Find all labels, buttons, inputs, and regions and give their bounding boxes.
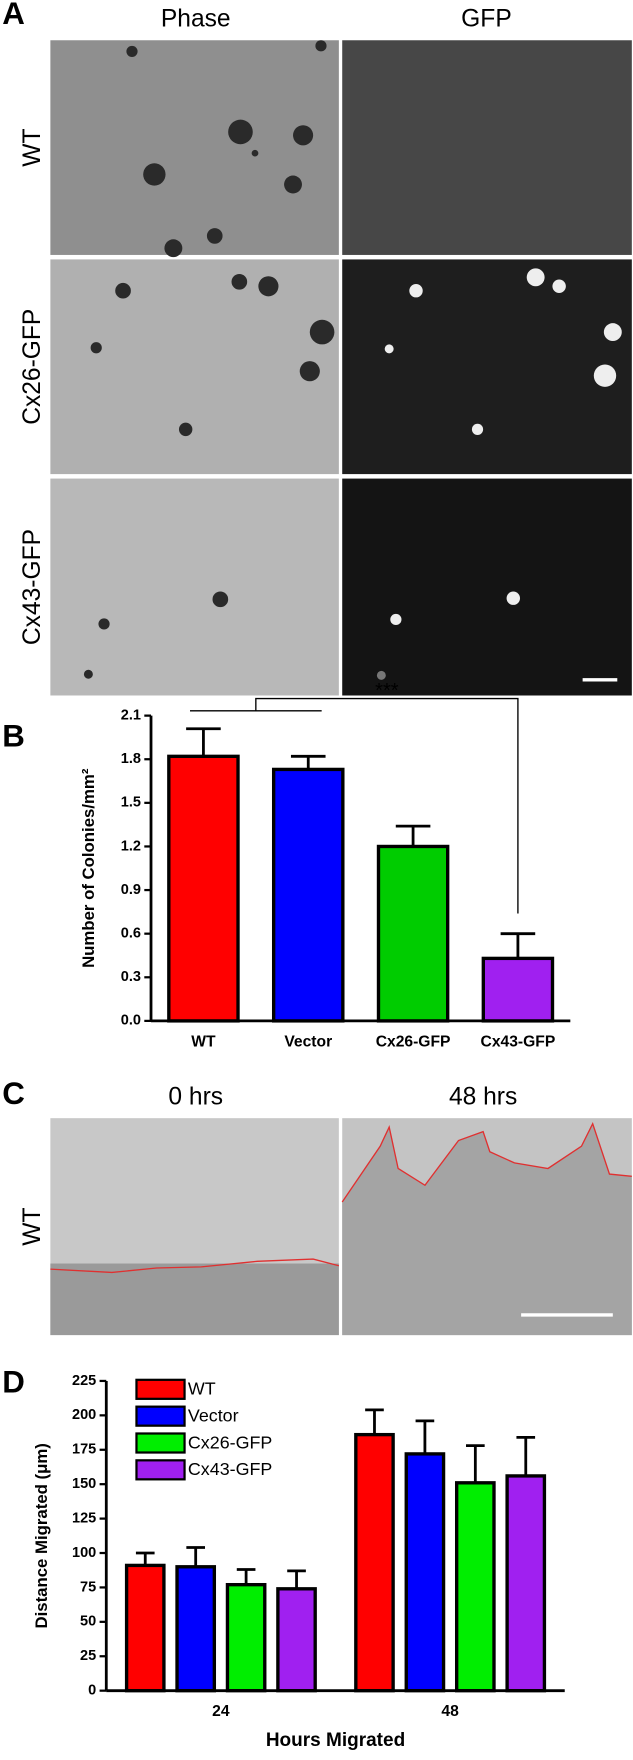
bar	[376, 844, 450, 1023]
y-axis-title: Distance Migrated (μm)	[32, 1443, 51, 1628]
legend-label: Cx43-GFP	[188, 1459, 272, 1479]
y-tick-label: 50	[80, 1614, 96, 1630]
bar	[505, 1474, 547, 1693]
legend-label: WT	[188, 1379, 216, 1399]
y-tick-label: 0.9	[121, 882, 141, 898]
significance-bracket	[255, 697, 519, 914]
bar	[404, 1452, 446, 1693]
legend-swatch	[135, 1378, 186, 1400]
migration-chart: 0 25 50 75 100 125 150 175 200 225 Distance Migrat…	[32, 1373, 565, 1751]
micrographs	[50, 40, 632, 696]
bar	[481, 956, 555, 1023]
legend-label: Cx26-GFP	[188, 1432, 272, 1452]
y-tick-label: 1.2	[121, 838, 141, 854]
y-tick-label: 75	[80, 1579, 96, 1595]
panel-label: D	[2, 1365, 25, 1400]
column-header: 48 hrs	[449, 1084, 517, 1111]
bar	[271, 767, 345, 1023]
bar	[167, 754, 240, 1023]
y-tick-label: 0.0	[121, 1013, 141, 1029]
row-header: WT	[19, 128, 46, 166]
bar	[354, 1432, 395, 1693]
bar	[124, 1563, 166, 1693]
x-tick-label: 48	[441, 1703, 459, 1720]
x-tick-label: Cx26-GFP	[376, 1033, 451, 1050]
y-tick-label: 175	[72, 1442, 96, 1458]
y-tick-label: 125	[72, 1510, 96, 1526]
column-header: 0 hrs	[168, 1084, 223, 1111]
column-header: Phase	[161, 6, 231, 33]
legend-swatch	[135, 1432, 186, 1454]
column-header: GFP	[461, 6, 512, 33]
x-tick-label: 24	[212, 1703, 230, 1720]
y-tick-label: 1.8	[121, 751, 141, 767]
y-tick-label: 150	[72, 1476, 96, 1492]
row-header: WT	[19, 1208, 46, 1246]
legend-swatch	[135, 1459, 186, 1481]
colony-chart: 0.0 0.3 0.6 0.9 1.2 1.5 1.8 2.1 Number of Coloni…	[79, 680, 571, 1050]
y-tick-label: 2.1	[121, 707, 141, 723]
panel-label: B	[2, 718, 25, 753]
y-tick-label: 0.3	[121, 969, 141, 985]
y-tick-label: 0.6	[121, 926, 141, 942]
migration-micrographs	[50, 1118, 632, 1336]
y-tick-label: 25	[80, 1648, 96, 1664]
significance-label: ***	[375, 680, 399, 702]
bar	[454, 1481, 496, 1693]
x-tick-label: WT	[191, 1033, 216, 1050]
legend-swatch	[135, 1405, 186, 1427]
legend-label: Vector	[188, 1405, 239, 1425]
y-tick-label: 100	[72, 1545, 96, 1561]
bar	[225, 1582, 267, 1693]
row-header: Cx26-GFP	[19, 309, 46, 425]
panel-label: A	[2, 0, 25, 31]
y-tick-label: 200	[72, 1407, 96, 1423]
y-tick-label: 225	[72, 1373, 96, 1389]
panel-label: C	[2, 1076, 25, 1111]
row-header: Cx43-GFP	[19, 529, 46, 645]
bar	[175, 1565, 217, 1693]
x-tick-label: Cx43-GFP	[481, 1033, 556, 1050]
y-tick-label: 0	[88, 1683, 96, 1699]
bar	[276, 1587, 317, 1693]
x-tick-label: Vector	[284, 1033, 332, 1050]
x-axis-title: Hours Migrated	[266, 1730, 405, 1751]
y-tick-label: 1.5	[121, 795, 141, 811]
y-axis-title: Number of Colonies/mm²	[79, 768, 98, 968]
